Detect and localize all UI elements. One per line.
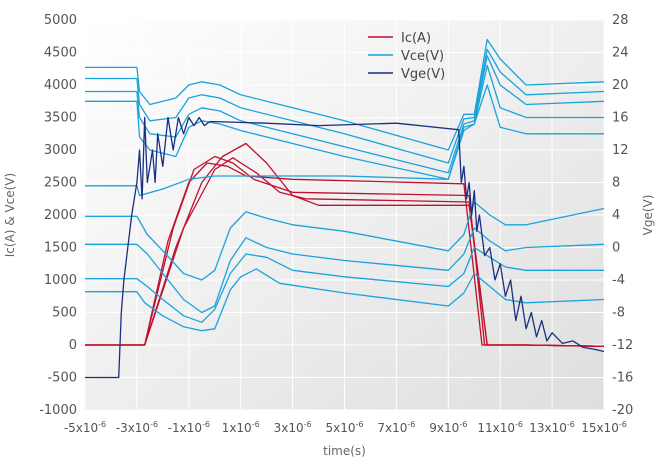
left-tick-label: 1500 bbox=[44, 241, 77, 256]
right-tick-label: 20 bbox=[612, 78, 629, 93]
left-tick-label: 5000 bbox=[44, 13, 77, 28]
right-tick-label: 8 bbox=[612, 176, 620, 191]
legend: Ic(A) Vce(V) Vge(V) bbox=[368, 31, 445, 82]
right-tick-label: -8 bbox=[612, 306, 625, 321]
left-tick-label: 3500 bbox=[44, 111, 77, 126]
series-vce-line bbox=[85, 201, 605, 281]
right-tick-label: -4 bbox=[612, 273, 625, 288]
right-tick-label: -12 bbox=[612, 338, 633, 353]
left-tick-label: 2000 bbox=[44, 208, 77, 223]
left-tick-label: 2500 bbox=[44, 176, 77, 191]
x-tick-label: -3x10-6 bbox=[116, 420, 158, 435]
x-axis-label: time(s) bbox=[323, 444, 366, 458]
left-tick-label: 1000 bbox=[44, 273, 77, 288]
series-vce-line bbox=[85, 55, 605, 174]
x-axis-ticks: -5x10-6 -3x10-6 -1x10-6 1x10-6 3x10-6 5x10-6 7… bbox=[64, 420, 627, 435]
right-tick-label: -16 bbox=[612, 371, 633, 386]
series-vge-line bbox=[85, 116, 605, 379]
x-tick-label: 5x10-6 bbox=[326, 420, 364, 435]
x-tick-label: -5x10-6 bbox=[64, 420, 106, 435]
series-vce-line bbox=[85, 246, 604, 323]
right-tick-label: 16 bbox=[612, 111, 629, 126]
legend-label: Ic(A) bbox=[401, 31, 431, 46]
right-axis-label: Vge(V) bbox=[641, 195, 655, 236]
x-tick-label: 11x10-6 bbox=[477, 420, 523, 435]
x-tick-label: 1x10-6 bbox=[222, 420, 260, 435]
series-layer bbox=[85, 38, 605, 379]
x-tick-label: -1x10-6 bbox=[168, 420, 210, 435]
right-tick-label: 0 bbox=[612, 241, 620, 256]
x-tick-label: 7x10-6 bbox=[377, 420, 415, 435]
legend-label: Vge(V) bbox=[401, 67, 445, 82]
series-vce-line bbox=[85, 64, 604, 180]
series-vce-line bbox=[85, 227, 605, 314]
x-tick-label: 9x10-6 bbox=[429, 420, 467, 435]
x-tick-label: 15x10-6 bbox=[581, 420, 627, 435]
left-tick-label: -500 bbox=[47, 371, 77, 386]
right-axis-ticks: -20 -16 -12 -8 -4 0 4 8 12 16 20 24 28 bbox=[612, 13, 633, 418]
series-vce-line bbox=[85, 48, 605, 164]
right-tick-label: 28 bbox=[612, 13, 629, 28]
left-tick-label: -1000 bbox=[39, 403, 77, 418]
series-ic-line bbox=[85, 162, 605, 347]
right-tick-label: 24 bbox=[612, 46, 629, 61]
right-tick-label: 12 bbox=[612, 143, 629, 158]
x-tick-label: 3x10-6 bbox=[274, 420, 312, 435]
left-tick-label: 500 bbox=[52, 306, 77, 321]
grid-lines bbox=[84, 19, 605, 411]
series-vce-line bbox=[85, 84, 604, 197]
x-tick-label: 13x10-6 bbox=[529, 420, 575, 435]
left-axis-ticks: -1000 -500 0 500 1000 1500 2000 2500 3000 3500 400… bbox=[39, 13, 77, 418]
left-tick-label: 3000 bbox=[44, 143, 77, 158]
series-vce-line bbox=[85, 38, 605, 151]
left-tick-label: 4000 bbox=[44, 78, 77, 93]
right-tick-label: -20 bbox=[612, 403, 633, 418]
left-tick-label: 4500 bbox=[44, 46, 77, 61]
left-tick-label: 0 bbox=[69, 338, 77, 353]
left-axis-label: Ic(A) & Vce(V) bbox=[3, 173, 17, 257]
series-vce-line bbox=[85, 268, 605, 332]
legend-label: Vce(V) bbox=[401, 49, 444, 64]
right-tick-label: 4 bbox=[612, 208, 620, 223]
